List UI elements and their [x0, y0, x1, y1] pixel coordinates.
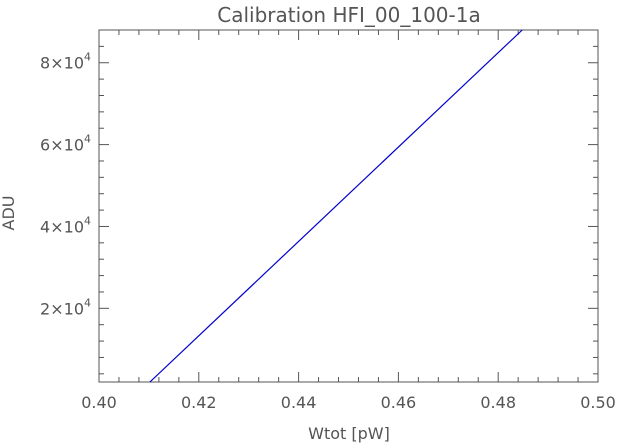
y-tick-label: 8×104: [40, 51, 91, 73]
y-axis-label: ADU: [0, 196, 18, 231]
y-tick-label: 6×104: [40, 133, 91, 155]
x-axis-label: Wtot [pW]: [308, 424, 390, 443]
series-line: [149, 29, 523, 383]
x-tick-label: 0.46: [381, 393, 417, 412]
plot-area: [98, 29, 599, 383]
x-tick-label: 0.44: [281, 393, 317, 412]
y-axis: 2×104 4×104 6×104 8×104: [40, 29, 598, 375]
x-tick-label: 0.42: [181, 393, 217, 412]
x-tick-label: 0.48: [480, 393, 516, 412]
plot-frame: [98, 29, 599, 383]
x-tick-label: 0.50: [580, 393, 616, 412]
y-tick-label: 2×104: [40, 296, 91, 318]
x-tick-label: 0.40: [81, 393, 117, 412]
chart-title: Calibration HFI_00_100-1a: [217, 3, 480, 27]
series-group: [149, 29, 523, 383]
y-tick-label: 4×104: [40, 214, 91, 236]
x-axis: 0.40 0.42 0.44 0.46 0.48 0.50: [81, 30, 616, 412]
